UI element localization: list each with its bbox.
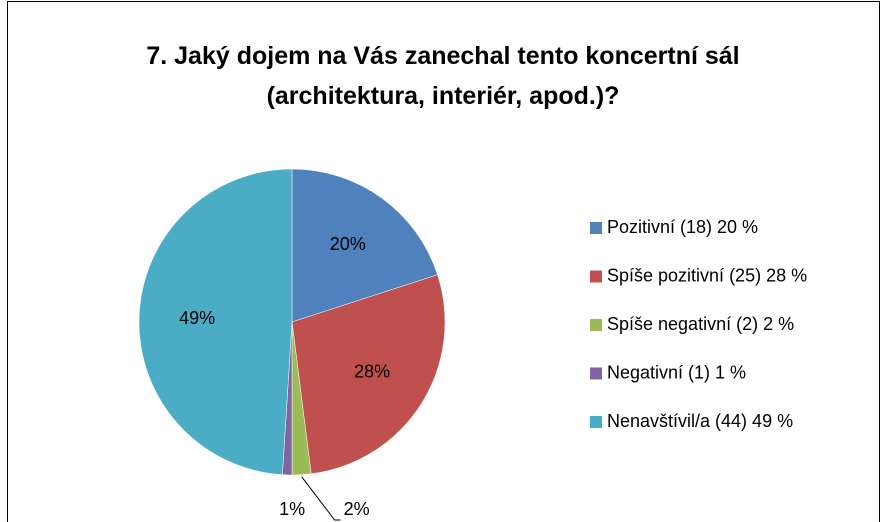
data-label: 28%	[354, 362, 390, 382]
pie-slice	[291, 168, 438, 323]
leader-line	[301, 476, 341, 521]
legend-label: Pozitivní (18) 20 %	[607, 217, 758, 237]
legend-label: Spíše pozitivní (25) 28 %	[607, 265, 807, 285]
legend-swatch	[590, 222, 602, 234]
data-label: 2%	[344, 499, 370, 519]
legend-swatch	[590, 367, 602, 380]
legend-swatch	[590, 319, 602, 331]
data-label: 49%	[179, 308, 215, 328]
legend-swatch	[590, 270, 602, 283]
legend-label: Negativní (1) 1 %	[607, 362, 746, 382]
legend-label: Spíše negativní (2) 2 %	[607, 314, 794, 334]
legend-label: Nenavštívil/a (44) 49 %	[607, 411, 793, 431]
legend-swatch	[590, 416, 602, 428]
data-label: 20%	[330, 234, 366, 254]
chart-title: 7. Jaký dojem na Vás zanechal tento konc…	[146, 42, 740, 110]
data-label: 1%	[279, 499, 305, 519]
pie-slice	[291, 274, 446, 475]
pie-slice	[138, 168, 293, 475]
